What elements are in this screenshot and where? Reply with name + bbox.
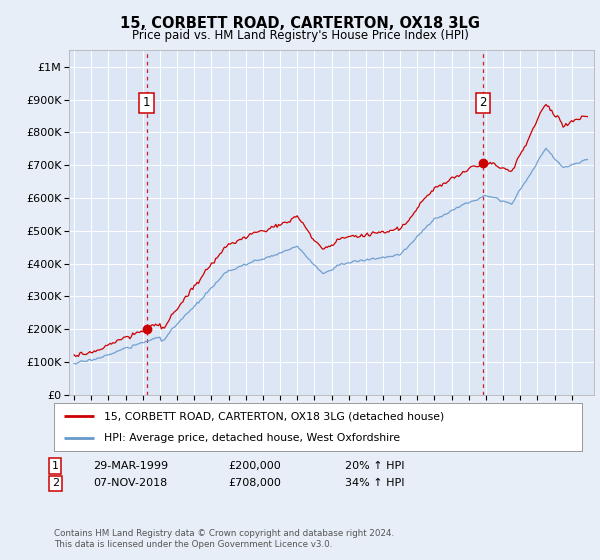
Text: 1: 1 [143, 96, 150, 109]
Text: £708,000: £708,000 [228, 478, 281, 488]
Text: 15, CORBETT ROAD, CARTERTON, OX18 3LG: 15, CORBETT ROAD, CARTERTON, OX18 3LG [120, 16, 480, 31]
Text: 34% ↑ HPI: 34% ↑ HPI [345, 478, 404, 488]
Text: Price paid vs. HM Land Registry's House Price Index (HPI): Price paid vs. HM Land Registry's House … [131, 29, 469, 42]
Text: 2: 2 [479, 96, 487, 109]
Text: 07-NOV-2018: 07-NOV-2018 [93, 478, 167, 488]
Text: Contains HM Land Registry data © Crown copyright and database right 2024.
This d: Contains HM Land Registry data © Crown c… [54, 529, 394, 549]
Text: 1: 1 [52, 461, 59, 471]
Text: HPI: Average price, detached house, West Oxfordshire: HPI: Average price, detached house, West… [104, 433, 400, 443]
Text: 29-MAR-1999: 29-MAR-1999 [93, 461, 168, 471]
Text: 20% ↑ HPI: 20% ↑ HPI [345, 461, 404, 471]
Text: 15, CORBETT ROAD, CARTERTON, OX18 3LG (detached house): 15, CORBETT ROAD, CARTERTON, OX18 3LG (d… [104, 411, 445, 421]
Text: £200,000: £200,000 [228, 461, 281, 471]
Text: 2: 2 [52, 478, 59, 488]
